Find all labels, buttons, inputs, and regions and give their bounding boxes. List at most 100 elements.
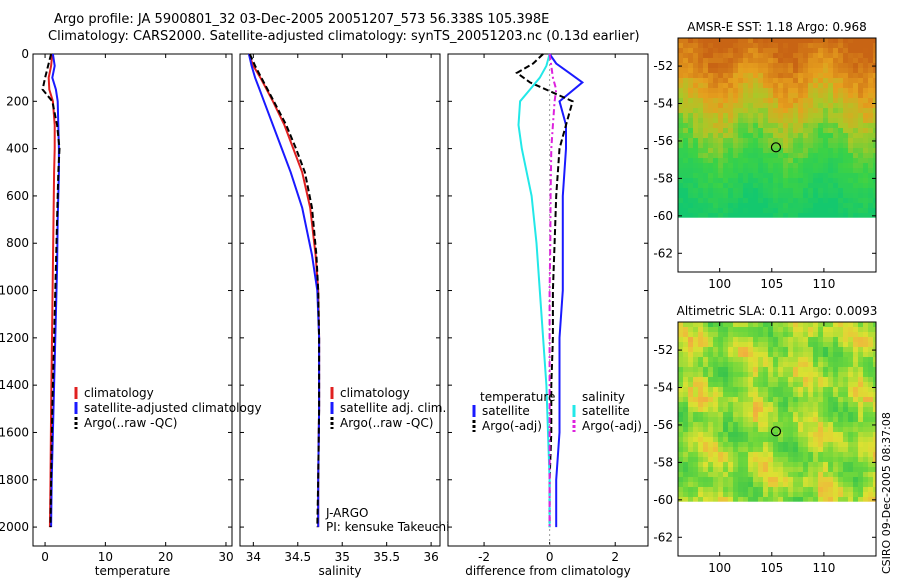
- map-cell: [828, 158, 833, 163]
- map-cell: [763, 63, 768, 68]
- map-cell: [853, 447, 858, 452]
- legend-label: satellite: [582, 404, 630, 418]
- map-cell: [698, 128, 703, 133]
- map-cell: [818, 442, 823, 447]
- map-cell: [823, 347, 828, 352]
- map-cell: [803, 123, 808, 128]
- map-cell: [843, 213, 848, 218]
- map-cell: [863, 322, 868, 327]
- map-cell: [808, 78, 813, 83]
- map-cell: [858, 427, 863, 432]
- map-cell: [823, 357, 828, 362]
- map-cell: [773, 482, 778, 487]
- map-cell: [783, 63, 788, 68]
- profile-axes-frame: [447, 53, 649, 547]
- map-cell: [783, 332, 788, 337]
- map-cell: [693, 392, 698, 397]
- map-cell: [683, 148, 688, 153]
- map-cell: [718, 143, 723, 148]
- map-cell: [848, 58, 853, 63]
- map-cell: [818, 168, 823, 173]
- map-cell: [783, 442, 788, 447]
- map-cell: [773, 432, 778, 437]
- map-cell: [678, 178, 683, 183]
- map-cell: [828, 447, 833, 452]
- map-cell: [728, 462, 733, 467]
- map-cell: [733, 447, 738, 452]
- map-cell: [793, 198, 798, 203]
- map-cell: [828, 83, 833, 88]
- map-cell: [818, 497, 823, 502]
- map-cell: [873, 417, 876, 422]
- map-cell: [793, 337, 798, 342]
- map-cell: [848, 68, 853, 73]
- map-cell: [753, 467, 758, 472]
- map-cell: [683, 442, 688, 447]
- map-cell: [853, 53, 858, 58]
- map-cell: [703, 332, 708, 337]
- map-cell: [753, 93, 758, 98]
- map-cell: [758, 382, 763, 387]
- map-cell: [843, 487, 848, 492]
- map-cell: [838, 422, 843, 427]
- map-cell: [763, 357, 768, 362]
- map-cell: [823, 63, 828, 68]
- map-y-tick-label: -58: [653, 455, 673, 469]
- map-cell: [818, 342, 823, 347]
- map-cell: [768, 113, 773, 118]
- map-cell: [768, 128, 773, 133]
- map-cell: [808, 382, 813, 387]
- map-cell: [788, 38, 793, 43]
- map-cell: [788, 407, 793, 412]
- map-cell: [758, 58, 763, 63]
- map-cell: [788, 322, 793, 327]
- map-cell: [838, 487, 843, 492]
- map-cell: [698, 492, 703, 497]
- map-cell: [738, 397, 743, 402]
- map-cell: [833, 437, 838, 442]
- map-cell: [833, 422, 838, 427]
- map-cell: [763, 138, 768, 143]
- map-cell: [803, 467, 808, 472]
- map-cell: [848, 417, 853, 422]
- map-cell: [848, 372, 853, 377]
- map-cell: [718, 347, 723, 352]
- map-cell: [788, 447, 793, 452]
- map-cell: [753, 163, 758, 168]
- map-cell: [713, 163, 718, 168]
- map-cell: [788, 337, 793, 342]
- map-cell: [773, 118, 778, 123]
- map-cell: [853, 477, 858, 482]
- map-cell: [748, 487, 753, 492]
- map-cell: [863, 38, 868, 43]
- legend-label: satellite-adjusted climatology: [84, 401, 262, 415]
- map-cell: [818, 477, 823, 482]
- map-cell: [733, 213, 738, 218]
- map-cell: [773, 128, 778, 133]
- map-cell: [718, 437, 723, 442]
- map-cell: [863, 188, 868, 193]
- map-cell: [843, 58, 848, 63]
- map-cell: [808, 163, 813, 168]
- map-cell: [683, 108, 688, 113]
- map-cell: [798, 372, 803, 377]
- map-cell: [748, 208, 753, 213]
- map-cell: [683, 128, 688, 133]
- map-cell: [833, 178, 838, 183]
- map-cell: [813, 427, 818, 432]
- map-cell: [848, 178, 853, 183]
- map-cell: [738, 203, 743, 208]
- map-cell: [738, 163, 743, 168]
- map-cell: [723, 422, 728, 427]
- map-cell: [723, 183, 728, 188]
- map-cell: [748, 163, 753, 168]
- map-cell: [743, 437, 748, 442]
- map-cell: [853, 467, 858, 472]
- map-cell: [693, 83, 698, 88]
- map-cell: [723, 467, 728, 472]
- map-cell: [703, 93, 708, 98]
- map-cell: [868, 198, 873, 203]
- map-cell: [698, 213, 703, 218]
- map-cell: [813, 88, 818, 93]
- map-cell: [833, 452, 838, 457]
